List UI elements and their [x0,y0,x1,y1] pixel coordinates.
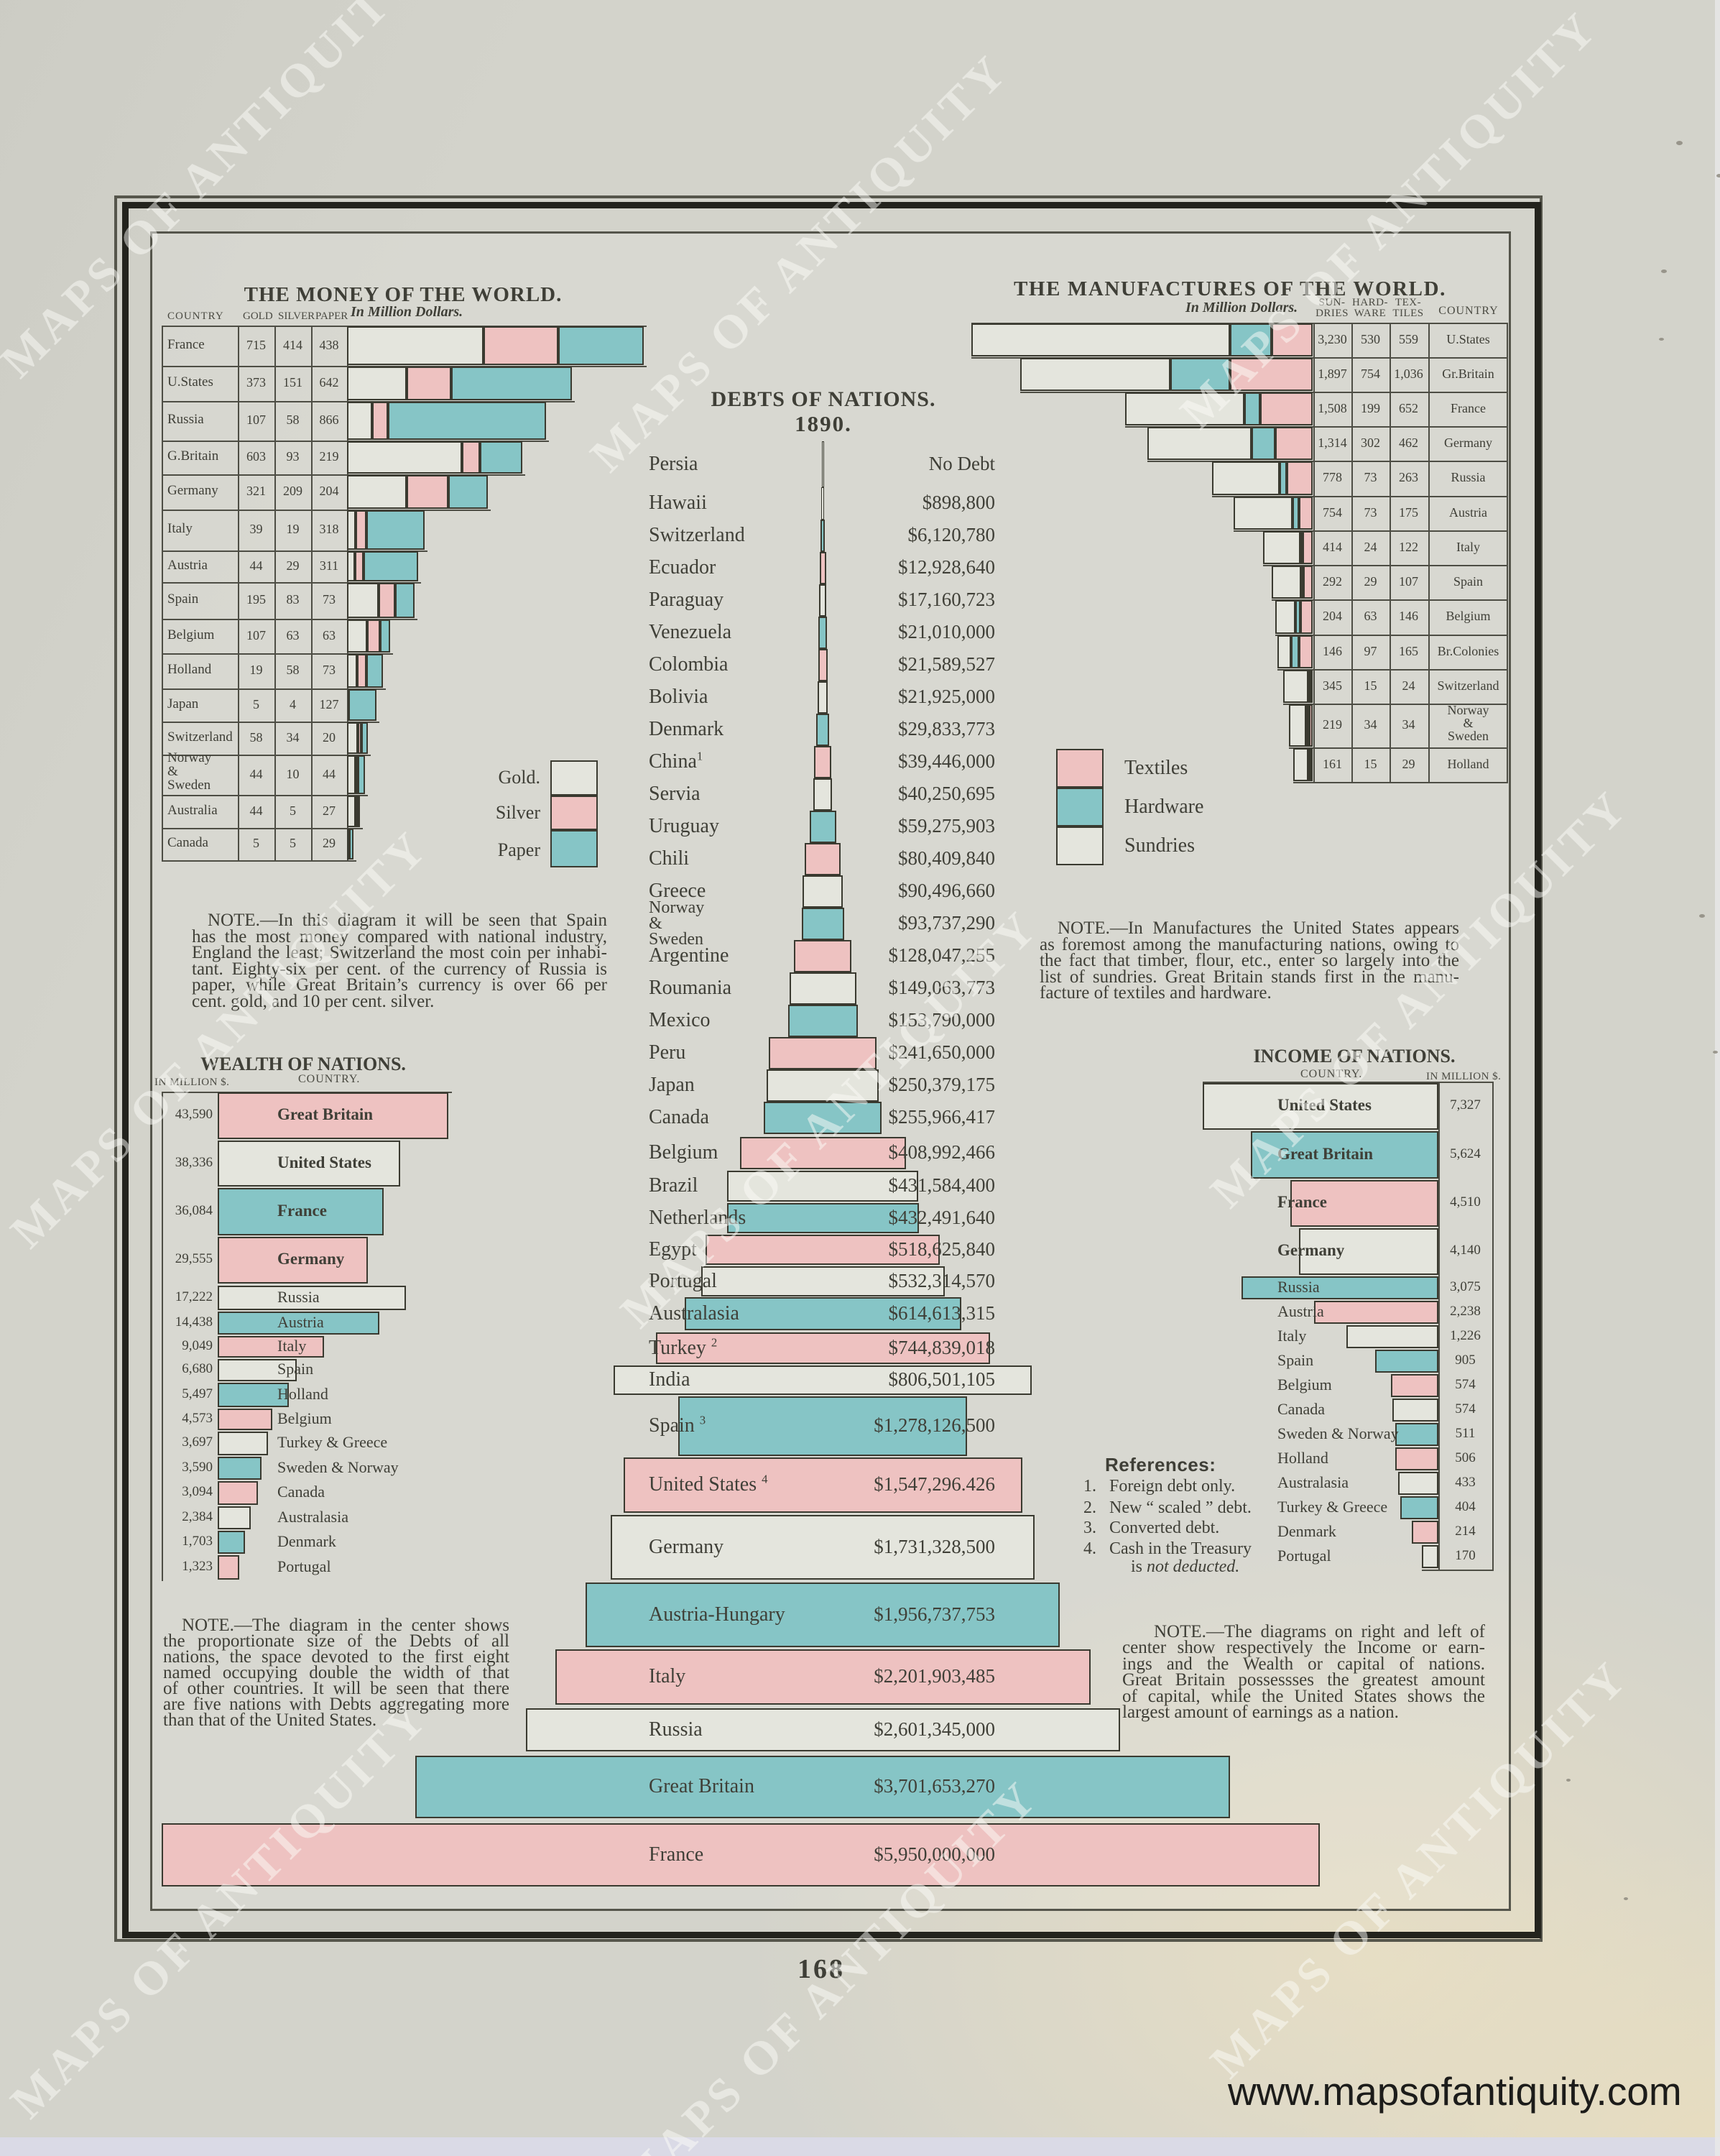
svg-text:MAPS OF ANTIQUITY: MAPS OF ANTIQUITY [0,0,428,388]
svg-text:MAPS OF ANTIQUITY: MAPS OF ANTIQUITY [581,44,1018,482]
svg-text:MAPS OF ANTIQUITY: MAPS OF ANTIQUITY [611,900,1048,1337]
svg-text:MAPS OF ANTIQUITY: MAPS OF ANTIQUITY [1,820,438,1258]
svg-text:MAPS OF ANTIQUITY: MAPS OF ANTIQUITY [1201,1650,1638,2088]
svg-text:MAPS OF ANTIQUITY: MAPS OF ANTIQUITY [1,1690,438,2128]
svg-text:MAPS OF ANTIQUITY: MAPS OF ANTIQUITY [1170,1,1608,438]
svg-text:MAPS OF ANTIQUITY: MAPS OF ANTIQUITY [611,1770,1048,2156]
svg-text:MAPS OF ANTIQUITY: MAPS OF ANTIQUITY [1201,780,1638,1217]
